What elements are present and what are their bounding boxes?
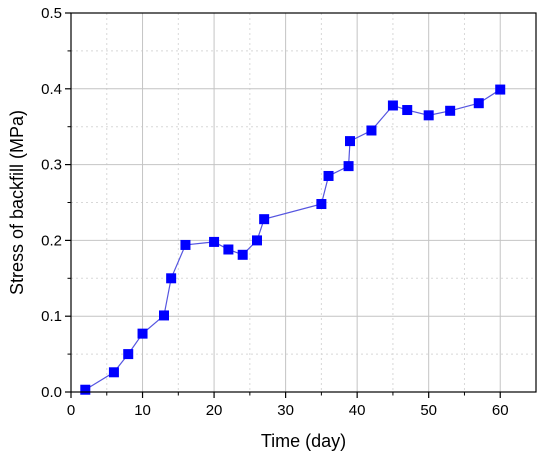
data-point xyxy=(495,84,506,95)
data-point xyxy=(345,136,355,147)
data-point xyxy=(402,105,413,116)
x-tick-label: 10 xyxy=(134,402,151,419)
series-line xyxy=(84,89,501,391)
data-point xyxy=(123,349,134,360)
y-tick-label: 0.0 xyxy=(41,384,62,401)
x-tick-label: 30 xyxy=(277,402,294,419)
data-point xyxy=(80,384,91,395)
data-point xyxy=(159,310,169,321)
data-point xyxy=(316,199,327,210)
data-point xyxy=(166,273,177,284)
data-point xyxy=(108,367,119,378)
data-point xyxy=(445,105,456,116)
data-point xyxy=(387,100,398,111)
series-layer xyxy=(80,84,506,395)
data-point xyxy=(209,236,220,247)
data-point xyxy=(180,239,191,250)
y-tick-label: 0.2 xyxy=(41,232,62,249)
y-axis-label: Stress of backfill (MPa) xyxy=(7,110,27,295)
data-point xyxy=(366,125,377,136)
grid xyxy=(71,13,536,392)
y-tick-label: 0.4 xyxy=(41,81,62,98)
data-point xyxy=(343,161,354,172)
y-tick-label: 0.1 xyxy=(41,308,62,325)
x-tick-label: 40 xyxy=(349,402,366,419)
x-tick-label: 60 xyxy=(492,402,509,419)
x-tick-label: 50 xyxy=(420,402,437,419)
data-point xyxy=(137,328,148,339)
data-point xyxy=(423,110,434,121)
data-point xyxy=(237,249,248,260)
y-tick-label: 0.5 xyxy=(41,5,62,22)
data-point xyxy=(259,214,270,225)
data-point xyxy=(223,244,234,255)
x-tick-label: 0 xyxy=(67,402,75,419)
data-point xyxy=(323,170,334,181)
ticks: 0 10 20 30 40 50 60 0.0 0.1 0.2 0.3 0.4 0.5 xyxy=(41,5,508,419)
x-tick-label: 20 xyxy=(206,402,223,419)
x-axis-label: Time (day) xyxy=(261,431,346,451)
y-tick-label: 0.3 xyxy=(41,157,62,174)
data-point xyxy=(252,235,262,246)
data-point xyxy=(473,98,484,109)
